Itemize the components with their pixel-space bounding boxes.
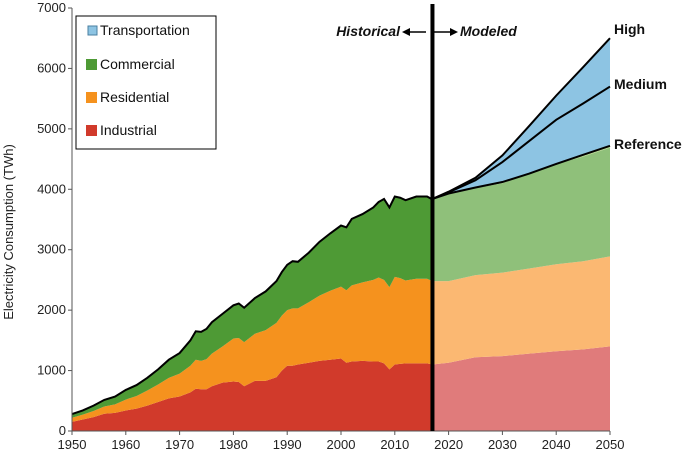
legend-item-residential: Residential [86,89,169,105]
y-tick-label: 3000 [37,242,66,257]
scenario-lines [71,37,611,416]
x-tick-label: 1970 [165,437,194,452]
y-axis-title: Electricity Consumption (TWh) [1,144,16,320]
area-commercial-modeled [432,147,610,282]
y-tick-label: 6000 [37,60,66,75]
y-tick-label: 5000 [37,121,66,136]
legend-label-transportation: Transportation [100,22,190,38]
x-tick-label: 2050 [596,437,625,452]
x-tick-label: 2030 [488,437,517,452]
legend-item-industrial: Industrial [86,122,157,138]
right-arrow-head [450,28,458,36]
legend-label-residential: Residential [100,89,169,105]
legend-swatch-commercial [86,59,97,70]
legend-box [75,15,217,150]
line-medium [432,85,611,200]
legend-item-commercial: Commercial [86,56,175,72]
reference-label: Reference [614,136,682,152]
area-industrial-historical [72,358,433,431]
x-tick-label: 1990 [273,437,302,452]
legend-swatch-industrial [86,125,97,136]
x-tick-label: 2010 [380,437,409,452]
stacked-areas [72,38,610,431]
legend: Transportation Commercial Residential In… [75,15,217,150]
y-tick-label: 7000 [37,0,66,15]
y-tick-label: 0 [59,423,66,438]
x-tick-label: 2000 [327,437,356,452]
historical-label: Historical [336,23,401,39]
medium-label: Medium [614,76,667,92]
x-tick-label: 1950 [58,437,87,452]
high-label: High [614,21,645,37]
line-reference [432,144,611,200]
x-tick-label: 1960 [111,437,140,452]
legend-label-industrial: Industrial [100,122,157,138]
y-tick-label: 4000 [37,181,66,196]
x-tick-label: 1980 [219,437,248,452]
area-residential-modeled [432,256,610,365]
line-historical-total [71,195,433,416]
axes: 0 1000 2000 3000 4000 5000 6000 7000 1950 1960 197… [37,0,624,452]
y-tick-label: 2000 [37,302,66,317]
area-industrial-modeled [432,346,610,431]
legend-item-transportation: Transportation [87,22,190,38]
left-arrow-head [402,28,410,36]
area-residential-historical [72,276,433,422]
legend-swatch-transportation [87,25,98,36]
x-tick-label: 2040 [542,437,571,452]
modeled-label: Modeled [460,23,517,39]
x-tick-label: 2020 [434,437,463,452]
legend-label-commercial: Commercial [100,56,175,72]
y-tick-label: 1000 [37,363,66,378]
area-commercial-historical [72,196,433,418]
legend-swatch-residential [86,92,97,103]
